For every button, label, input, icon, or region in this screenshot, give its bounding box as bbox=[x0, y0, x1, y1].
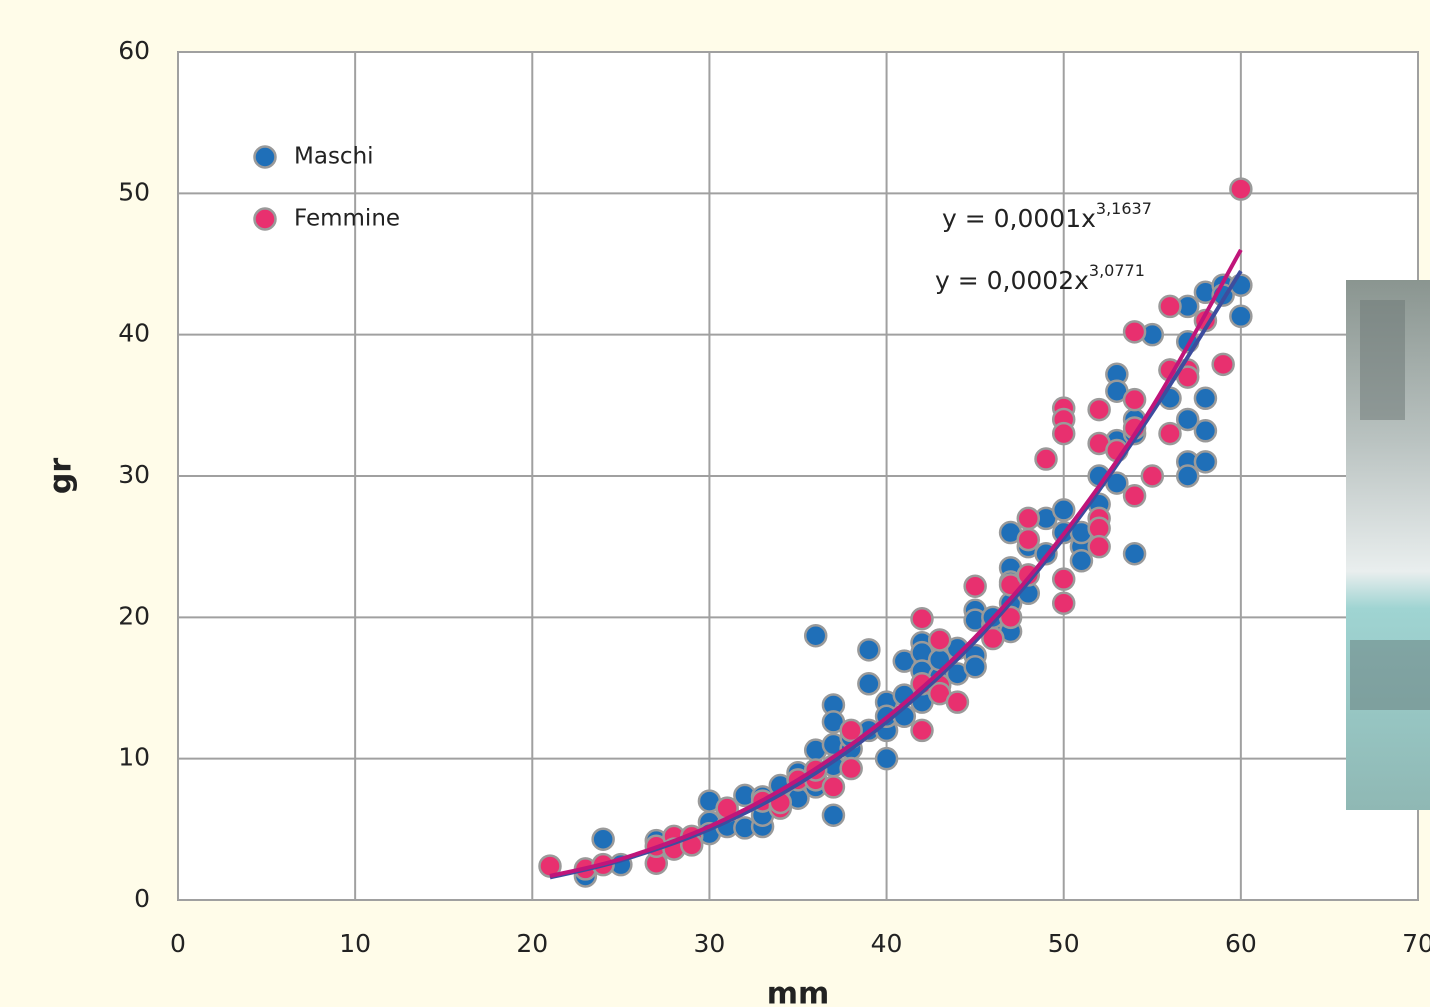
data-point bbox=[1158, 421, 1182, 446]
x-axis-title: mm bbox=[767, 977, 830, 1007]
data-point bbox=[1051, 421, 1076, 446]
equation-exponent: 3,1637 bbox=[1096, 199, 1152, 218]
data-point bbox=[1158, 294, 1182, 319]
legend: Maschi Femmine bbox=[253, 144, 400, 232]
y-tick-label: 10 bbox=[118, 743, 150, 772]
data-point bbox=[1122, 387, 1147, 412]
equation-base: y = 0,0002x bbox=[935, 266, 1089, 295]
data-point bbox=[1069, 549, 1094, 573]
trend-equation: y = 0,0001x3,1637 bbox=[942, 199, 1152, 234]
data-point bbox=[803, 623, 828, 648]
data-point bbox=[1034, 447, 1058, 471]
y-tick-label: 50 bbox=[118, 177, 150, 206]
legend-marker bbox=[253, 145, 277, 169]
trend-equation: y = 0,0002x3,0771 bbox=[935, 261, 1145, 296]
data-point bbox=[591, 827, 615, 851]
equation-base: y = 0,0001x bbox=[942, 204, 1096, 233]
x-tick-label: 0 bbox=[170, 929, 186, 958]
equations: y = 0,0001x3,1637 y = 0,0002x3,0771 bbox=[935, 199, 1152, 296]
labels: mm gr 0 10 20 30 40 50 60 70 0 10 20 30 40 50 60 bbox=[44, 36, 1430, 1007]
y-tick-label: 30 bbox=[118, 460, 150, 489]
data-point bbox=[1193, 386, 1218, 411]
data-point bbox=[1087, 534, 1111, 559]
x-tick-label: 50 bbox=[1048, 929, 1080, 958]
data-point bbox=[1122, 484, 1147, 508]
y-tick-label: 60 bbox=[118, 36, 150, 65]
data-point bbox=[945, 690, 970, 714]
data-point bbox=[1175, 464, 1200, 488]
trendline bbox=[549, 248, 1243, 878]
photo bbox=[1346, 280, 1430, 810]
data-point bbox=[1051, 567, 1076, 591]
data-point bbox=[1122, 541, 1147, 566]
data-point bbox=[1016, 506, 1041, 531]
equation-exponent: 3,0771 bbox=[1089, 261, 1145, 280]
y-tick-label: 40 bbox=[118, 319, 150, 348]
data-point bbox=[1229, 177, 1253, 201]
x-tick-label: 60 bbox=[1225, 929, 1257, 958]
data-point bbox=[963, 655, 987, 679]
data-point bbox=[1175, 407, 1200, 432]
data-point bbox=[857, 672, 881, 696]
x-tick-label: 70 bbox=[1402, 929, 1430, 958]
data-point bbox=[1051, 498, 1076, 522]
data-point bbox=[839, 718, 863, 743]
data-point bbox=[1193, 419, 1218, 443]
data-point bbox=[1211, 352, 1235, 377]
data-point bbox=[910, 718, 934, 743]
data-point bbox=[1229, 304, 1253, 329]
data-point bbox=[1087, 397, 1111, 422]
photo-detail bbox=[1360, 300, 1405, 420]
legend-marker bbox=[253, 207, 277, 231]
data-point bbox=[981, 626, 1005, 651]
data-point bbox=[963, 574, 987, 598]
x-tick-label: 10 bbox=[339, 929, 371, 958]
data-point bbox=[821, 803, 846, 827]
y-axis-title: gr bbox=[44, 458, 79, 494]
legend-label: Maschi bbox=[294, 144, 374, 170]
data-point bbox=[1193, 450, 1218, 474]
y-tick-label: 0 bbox=[134, 884, 150, 913]
data-point bbox=[874, 746, 899, 771]
x-tick-label: 30 bbox=[694, 929, 726, 958]
y-tick-label: 20 bbox=[118, 601, 150, 630]
grid bbox=[177, 51, 1419, 901]
data-point bbox=[821, 775, 846, 799]
legend-label: Femmine bbox=[294, 206, 400, 232]
x-tick-label: 20 bbox=[516, 929, 548, 958]
trendlines bbox=[549, 248, 1243, 880]
data-point bbox=[839, 756, 863, 781]
data-point bbox=[1140, 464, 1165, 488]
data-point bbox=[1016, 527, 1041, 552]
data-point bbox=[1122, 320, 1147, 344]
x-tick-label: 40 bbox=[871, 929, 903, 958]
data-point bbox=[927, 628, 952, 652]
data-point bbox=[910, 606, 934, 631]
data-point bbox=[1051, 591, 1076, 615]
data-point bbox=[857, 638, 881, 662]
photo-detail bbox=[1350, 640, 1430, 710]
